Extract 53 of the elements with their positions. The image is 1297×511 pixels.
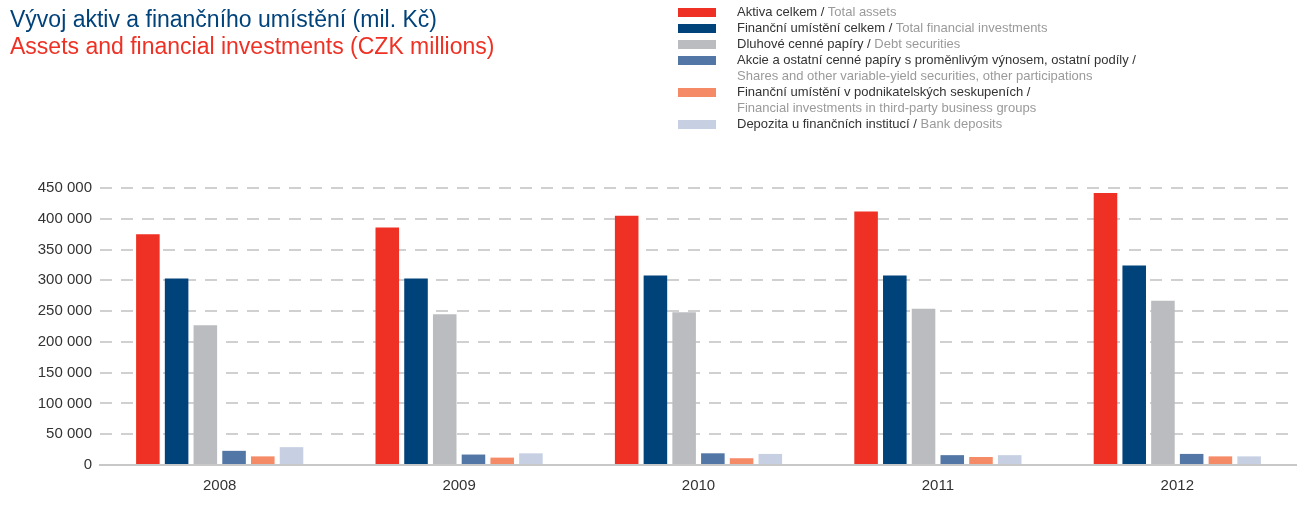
y-tick-label: 350 000: [37, 239, 92, 257]
bar: [701, 453, 725, 464]
bar: [251, 456, 275, 464]
y-tick-label: 450 000: [37, 178, 92, 196]
chart-subtitle: Assets and financial investments (CZK millions): [10, 33, 495, 60]
x-tick-label: 2009: [442, 476, 476, 494]
bar: [490, 457, 514, 464]
bar: [1093, 192, 1118, 464]
bar: [940, 455, 965, 464]
bar: [997, 455, 1022, 464]
legend-label: Finanční umístění celkem / Total financial investments: [737, 20, 1048, 36]
y-tick-label: 100 000: [37, 393, 92, 411]
x-tick-label: 2012: [1160, 476, 1194, 494]
legend-label: Akcie a ostatní cenné papíry s proměnlivým výnosem, ostatní podíly / Shares and other variable-yield securities, other participations: [737, 52, 1136, 84]
bar: [193, 325, 218, 464]
legend-label: Finanční umístění v podnikatelských seskupeních / Financial investments in third-party business groups: [737, 84, 1037, 116]
bar: [519, 453, 543, 464]
x-tick-label: 2010: [681, 476, 716, 494]
y-tick-label: 50 000: [46, 424, 92, 442]
bar: [614, 215, 639, 464]
y-tick-label: 250 000: [37, 301, 92, 319]
y-tick-label: 150 000: [37, 362, 92, 380]
x-tick-label: 2008: [203, 476, 237, 494]
bar: [643, 275, 668, 464]
x-tick-label: 2011: [921, 476, 955, 494]
bar: [883, 275, 907, 464]
bar: [1237, 456, 1261, 464]
bar: [969, 457, 993, 464]
bar: [758, 453, 783, 464]
bar: [854, 211, 878, 464]
bar: [1208, 456, 1233, 464]
bar: [279, 447, 304, 464]
y-tick-label: 400 000: [37, 208, 92, 226]
bar: [222, 450, 246, 464]
bar: [1151, 300, 1175, 464]
y-tick-label: 300 000: [37, 270, 92, 288]
bar: [432, 314, 457, 464]
bar: [672, 312, 696, 464]
bar: [404, 278, 428, 464]
chart-title: Vývoj aktiv a finančního umístění (mil. Kč): [10, 6, 438, 33]
bar: [1179, 453, 1204, 464]
legend-label: Depozita u finančních institucí / Bank deposits: [737, 116, 1003, 132]
y-tick-label: 200 000: [37, 332, 92, 350]
bar: [1122, 265, 1146, 464]
bar: [911, 308, 936, 464]
legend-label: Aktiva celkem / Total assets: [737, 4, 897, 20]
legend-label: Dluhové cenné papíry / Debt securities: [737, 36, 961, 52]
bar: [136, 234, 160, 464]
bar: [375, 227, 400, 464]
y-tick-label: 0: [83, 455, 92, 473]
bar: [729, 458, 754, 464]
bar: [164, 278, 189, 464]
bar: [461, 454, 486, 464]
